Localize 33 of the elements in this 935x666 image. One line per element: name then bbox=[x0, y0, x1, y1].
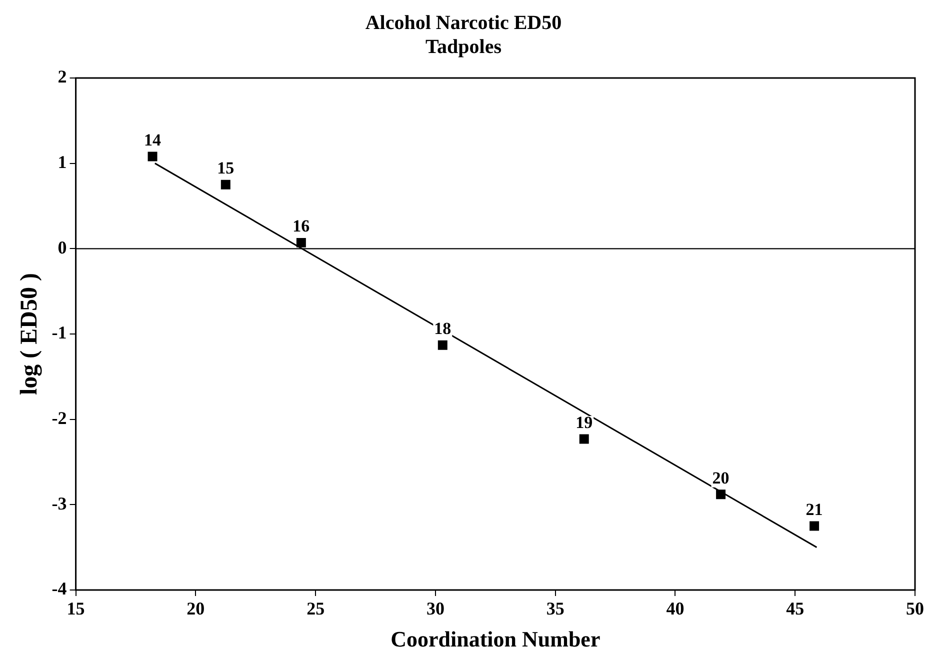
x-tick-label: 45 bbox=[786, 598, 804, 618]
point bbox=[148, 152, 158, 162]
y-tick-label: -1 bbox=[52, 322, 67, 343]
x-tick-label: 35 bbox=[546, 598, 564, 618]
annotation: 15 bbox=[217, 158, 234, 178]
chart-subtitle: Tadpoles bbox=[426, 36, 502, 58]
x-tick-label: 30 bbox=[426, 598, 444, 618]
x-tick-label: 40 bbox=[666, 598, 684, 618]
y-tick-label: -4 bbox=[52, 578, 67, 599]
y-tick-label: -3 bbox=[52, 493, 67, 514]
point bbox=[579, 434, 589, 444]
annotation: 20 bbox=[712, 468, 730, 488]
point bbox=[296, 238, 306, 248]
x-tick-label: 20 bbox=[186, 598, 205, 618]
point bbox=[438, 340, 448, 350]
x-tick-label: 15 bbox=[66, 598, 85, 618]
annotation: 16 bbox=[292, 216, 310, 236]
annotation: 19 bbox=[576, 412, 593, 432]
point bbox=[220, 180, 230, 190]
x-tick-label: 25 bbox=[306, 598, 325, 618]
chart-title: Alcohol Narcotic ED50 bbox=[365, 12, 562, 34]
y-tick-label: 1 bbox=[58, 152, 67, 172]
point bbox=[810, 521, 820, 531]
point bbox=[716, 490, 726, 500]
annotation: 21 bbox=[806, 500, 823, 519]
y-tick-label: 2 bbox=[58, 66, 67, 87]
x-axis-title: Coordination Number bbox=[390, 626, 600, 652]
y-tick-label: -2 bbox=[52, 408, 67, 428]
y-tick-label: 0 bbox=[58, 237, 67, 258]
annotation: 18 bbox=[434, 318, 452, 338]
y-axis-title: log ( ED50 ) bbox=[16, 273, 43, 395]
x-tick-label: 50 bbox=[906, 598, 924, 618]
annotation: 14 bbox=[144, 130, 162, 150]
